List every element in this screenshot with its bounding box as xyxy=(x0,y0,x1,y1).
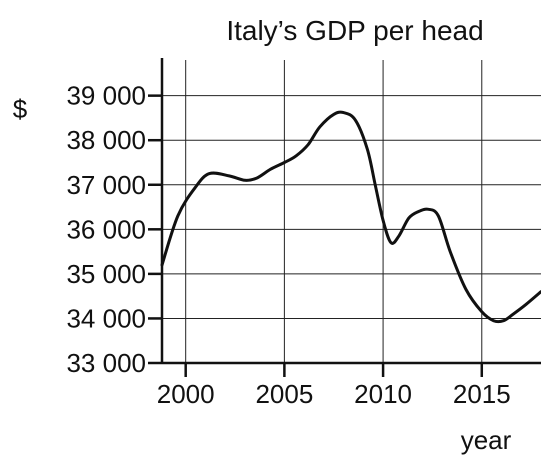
x-tick-label: 2005 xyxy=(255,379,313,409)
x-tick-label: 2010 xyxy=(354,379,412,409)
y-tick-label: 38 000 xyxy=(66,125,146,155)
y-ticks: 33 000 34 000 35 000 36 000 37 000 38 000 39 0… xyxy=(66,81,162,378)
y-tick-label: 39 000 xyxy=(66,81,146,111)
y-tick-label: 33 000 xyxy=(66,348,146,378)
x-tick-label: 2015 xyxy=(453,379,511,409)
gridlines xyxy=(162,60,541,363)
y-tick-label: 34 000 xyxy=(66,303,146,333)
x-axis-label: year xyxy=(461,425,512,455)
y-tick-label: 37 000 xyxy=(66,170,146,200)
y-tick-label: 36 000 xyxy=(66,214,146,244)
chart-title: Italy’s GDP per head xyxy=(226,15,483,46)
x-tick-label: 2000 xyxy=(157,379,215,409)
y-axis-label: $ xyxy=(13,94,28,124)
gdp-per-head-line xyxy=(160,110,541,324)
y-tick-label: 35 000 xyxy=(66,259,146,289)
x-ticks: 2000 2005 2010 2015 xyxy=(157,363,511,409)
axes xyxy=(160,58,541,365)
